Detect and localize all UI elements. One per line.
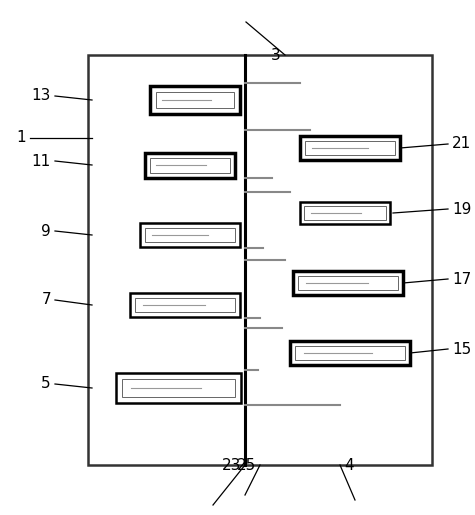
- Bar: [295, 346, 405, 360]
- Text: 23: 23: [222, 457, 241, 472]
- Bar: [145, 152, 235, 178]
- Text: 13: 13: [32, 89, 51, 104]
- Bar: [135, 298, 235, 312]
- Bar: [150, 158, 230, 173]
- Bar: [293, 271, 403, 295]
- Text: 19: 19: [452, 201, 471, 216]
- Bar: [305, 141, 395, 155]
- Bar: [300, 136, 400, 160]
- Text: 5: 5: [41, 376, 51, 391]
- Bar: [156, 92, 234, 108]
- Bar: [122, 379, 235, 397]
- Bar: [304, 207, 386, 219]
- Bar: [150, 86, 240, 114]
- Bar: [145, 228, 235, 242]
- Text: 25: 25: [237, 457, 256, 472]
- Bar: [88, 55, 432, 465]
- Text: 4: 4: [344, 457, 353, 472]
- Bar: [130, 293, 240, 317]
- Text: 17: 17: [452, 271, 471, 286]
- Text: 15: 15: [452, 341, 471, 356]
- Text: 11: 11: [32, 153, 51, 168]
- Bar: [140, 223, 240, 247]
- Text: 9: 9: [41, 224, 51, 238]
- Text: 1: 1: [16, 130, 26, 146]
- Bar: [300, 202, 390, 224]
- Bar: [290, 341, 410, 365]
- Bar: [115, 373, 240, 403]
- Text: 3: 3: [271, 47, 281, 62]
- Text: 7: 7: [41, 293, 51, 307]
- Bar: [298, 276, 398, 290]
- Text: 21: 21: [452, 136, 471, 151]
